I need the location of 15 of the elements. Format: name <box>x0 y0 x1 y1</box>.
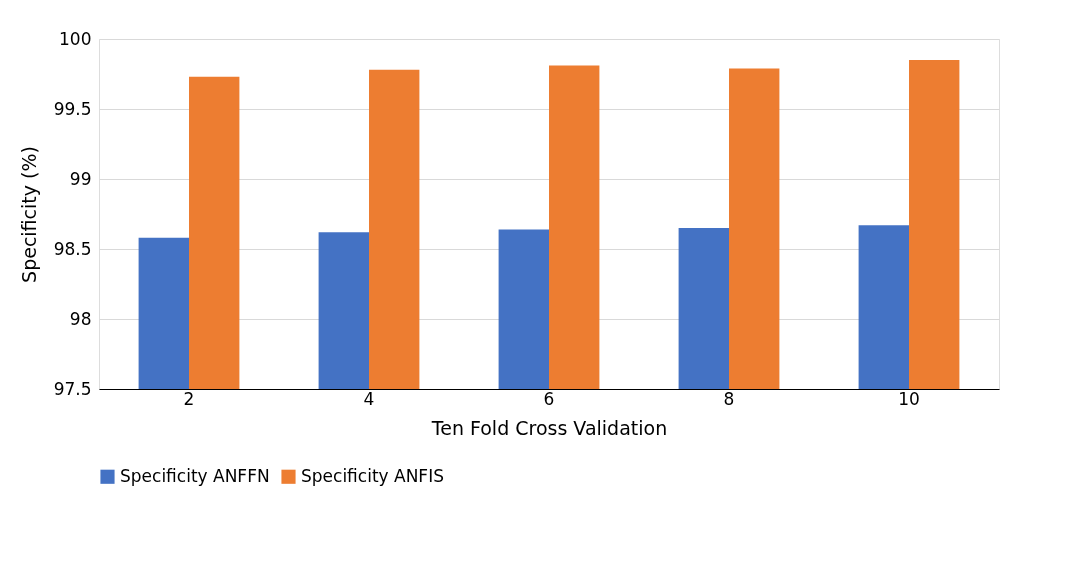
x-axis-title: Ten Fold Cross Validation <box>430 416 668 439</box>
legend-label: Specificity ANFIS <box>301 465 444 486</box>
y-tick-label: 99.5 <box>53 98 92 119</box>
x-tick-label: 8 <box>723 388 735 409</box>
x-tick-label: 6 <box>543 388 555 409</box>
x-tick-label: 2 <box>183 388 195 409</box>
y-tick-label: 98.5 <box>53 238 92 259</box>
y-tick-label: 97.5 <box>53 378 92 399</box>
y-tick-label: 98 <box>69 308 92 329</box>
y-tick-label: 100 <box>59 28 92 49</box>
legend-label: Specificity ANFFN <box>120 465 270 486</box>
y-axis-title: Specificity (%) <box>17 146 40 283</box>
x-tick-label: 10 <box>898 388 920 409</box>
x-tick-label: 4 <box>363 388 375 409</box>
y-tick-label: 99 <box>69 168 92 189</box>
